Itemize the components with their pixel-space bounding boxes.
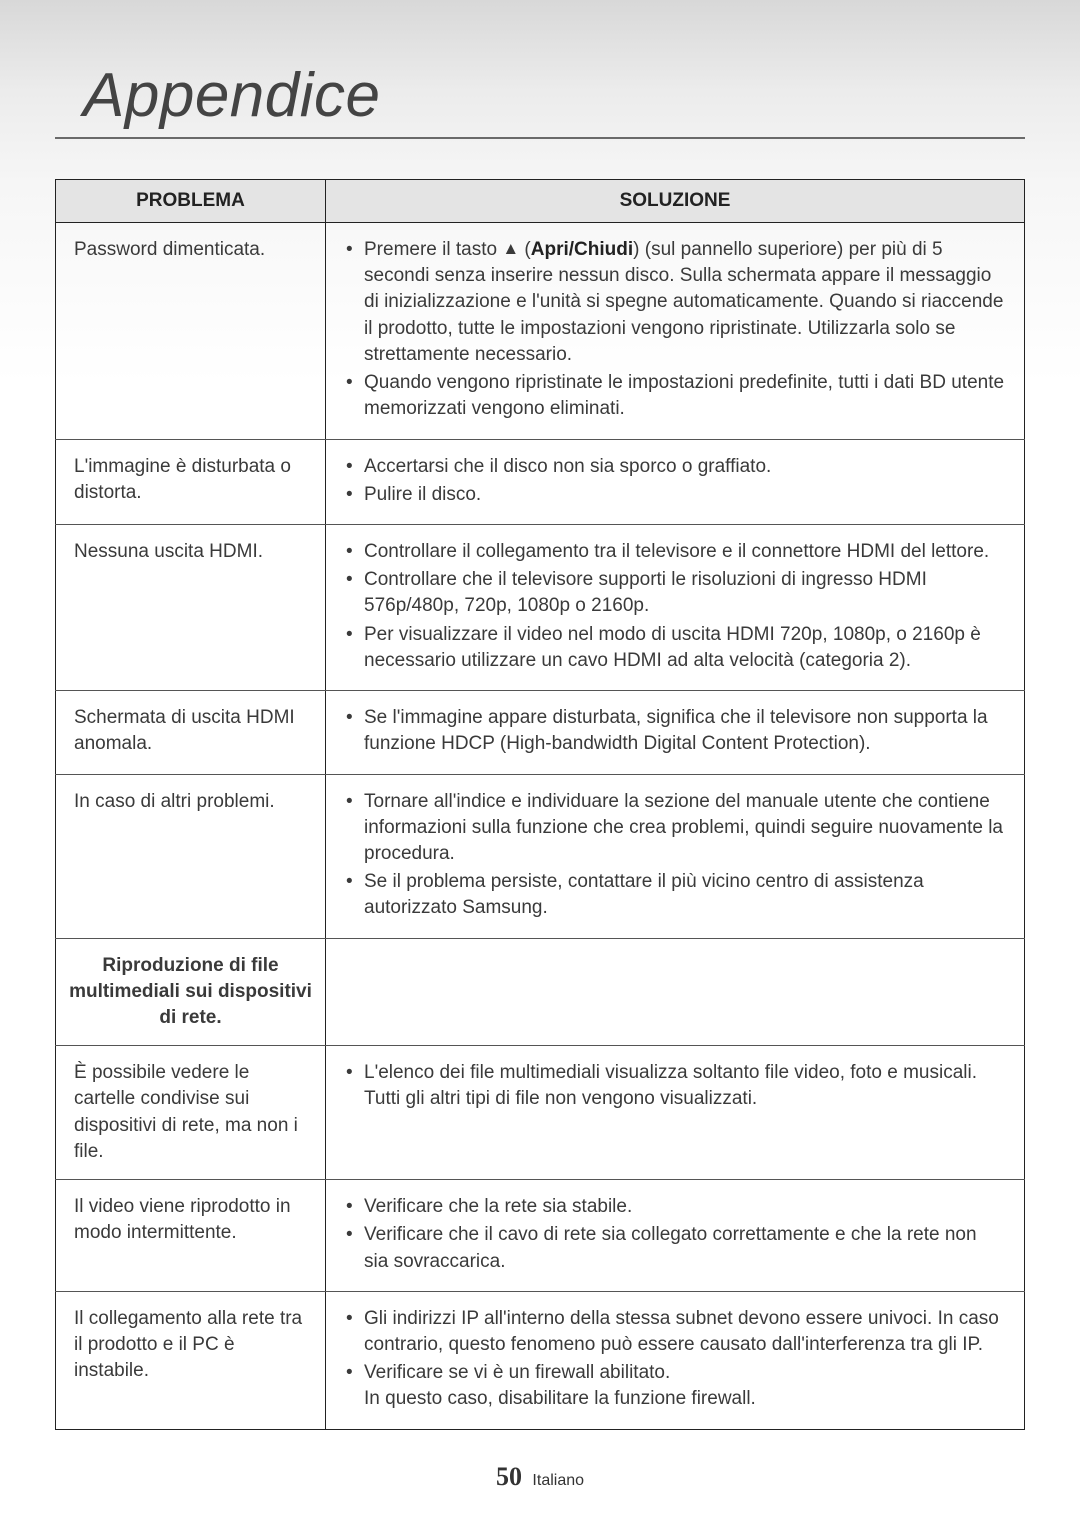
solution-cell: Verificare che la rete sia stabile.Verif… — [326, 1180, 1025, 1292]
problem-cell: In caso di altri problemi. — [56, 774, 326, 938]
problem-cell: Password dimenticata. — [56, 223, 326, 440]
problem-cell: Schermata di uscita HDMI anomala. — [56, 691, 326, 774]
table-row: Schermata di uscita HDMI anomala.Se l'im… — [56, 691, 1025, 774]
problem-cell: Nessuna uscita HDMI. — [56, 524, 326, 690]
problem-cell: Il collegamento alla rete tra il prodott… — [56, 1291, 326, 1429]
page-number: 50 — [496, 1462, 522, 1491]
table-row: Nessuna uscita HDMI.Controllare il colle… — [56, 524, 1025, 690]
troubleshooting-table: PROBLEMA SOLUZIONE Password dimenticata.… — [55, 179, 1025, 1430]
table-row: È possibile vedere le cartelle condivise… — [56, 1046, 1025, 1180]
table-header-row: PROBLEMA SOLUZIONE — [56, 180, 1025, 223]
table-row: In caso di altri problemi.Tornare all'in… — [56, 774, 1025, 938]
table-row: Il collegamento alla rete tra il prodott… — [56, 1291, 1025, 1429]
section-empty — [326, 938, 1025, 1046]
problem-cell: Il video viene riprodotto in modo interm… — [56, 1180, 326, 1292]
problem-cell: È possibile vedere le cartelle condivise… — [56, 1046, 326, 1180]
page: Appendice PROBLEMA SOLUZIONE Password di… — [0, 0, 1080, 1532]
table-row: L'immagine è disturbata o distorta.Accer… — [56, 439, 1025, 524]
solution-cell: Tornare all'indice e individuare la sezi… — [326, 774, 1025, 938]
col-header-problem: PROBLEMA — [56, 180, 326, 223]
col-header-solution: SOLUZIONE — [326, 180, 1025, 223]
section-heading: Riproduzione di file multimediali sui di… — [56, 938, 326, 1046]
table-row: Password dimenticata.Premere il tasto ▲ … — [56, 223, 1025, 440]
solution-cell: Premere il tasto ▲ (Apri/Chiudi) (sul pa… — [326, 223, 1025, 440]
table-row: Il video viene riprodotto in modo interm… — [56, 1180, 1025, 1292]
problem-cell: L'immagine è disturbata o distorta. — [56, 439, 326, 524]
solution-cell: Se l'immagine appare disturbata, signifi… — [326, 691, 1025, 774]
table-row: Riproduzione di file multimediali sui di… — [56, 938, 1025, 1046]
page-footer: 50 Italiano — [0, 1462, 1080, 1492]
title-rule — [55, 137, 1025, 139]
table-body: Password dimenticata.Premere il tasto ▲ … — [56, 223, 1025, 1430]
solution-cell: Accertarsi che il disco non sia sporco o… — [326, 439, 1025, 524]
page-title: Appendice — [83, 60, 1025, 131]
solution-cell: L'elenco dei file multimediali visualizz… — [326, 1046, 1025, 1180]
solution-cell: Gli indirizzi IP all'interno della stess… — [326, 1291, 1025, 1429]
page-language: Italiano — [532, 1472, 584, 1489]
solution-cell: Controllare il collegamento tra il telev… — [326, 524, 1025, 690]
